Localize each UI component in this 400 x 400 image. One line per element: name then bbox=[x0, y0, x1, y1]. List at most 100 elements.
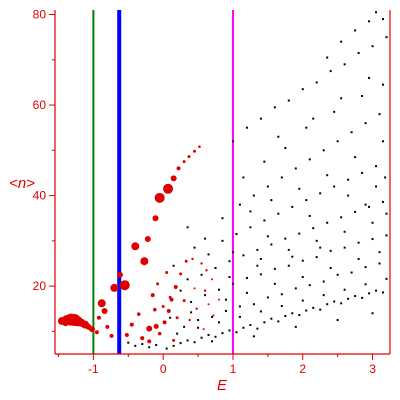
black-point bbox=[336, 273, 339, 276]
black-point bbox=[350, 271, 353, 274]
black-point bbox=[347, 194, 350, 197]
black-point bbox=[263, 321, 266, 324]
black-point bbox=[340, 40, 343, 43]
black-point bbox=[186, 226, 189, 229]
black-point bbox=[228, 260, 231, 263]
black-point bbox=[385, 36, 388, 39]
black-point bbox=[259, 117, 262, 120]
black-point bbox=[155, 343, 158, 346]
black-point bbox=[347, 178, 350, 181]
black-point bbox=[343, 246, 346, 249]
black-point bbox=[319, 246, 322, 249]
black-point bbox=[371, 238, 374, 241]
black-point bbox=[284, 237, 287, 240]
black-point bbox=[259, 310, 262, 313]
black-point bbox=[368, 205, 371, 208]
black-point bbox=[375, 185, 378, 188]
red-point bbox=[157, 331, 162, 336]
black-point bbox=[312, 306, 315, 309]
black-point bbox=[340, 302, 343, 305]
black-point bbox=[231, 282, 234, 285]
series-black-points bbox=[127, 11, 388, 350]
black-point bbox=[333, 185, 336, 188]
black-point bbox=[231, 140, 234, 143]
black-point bbox=[308, 214, 311, 217]
black-point bbox=[322, 149, 325, 152]
black-point bbox=[308, 284, 311, 287]
black-point bbox=[200, 273, 203, 276]
red-point bbox=[218, 298, 221, 301]
black-point bbox=[172, 344, 175, 347]
black-point bbox=[245, 126, 248, 129]
black-point bbox=[347, 297, 350, 300]
black-point bbox=[172, 264, 175, 267]
y-tick-label: 60 bbox=[33, 98, 47, 112]
red-point bbox=[69, 314, 76, 321]
black-point bbox=[312, 227, 315, 230]
x-tick-label: 2 bbox=[299, 362, 306, 376]
black-point bbox=[197, 319, 200, 322]
black-point bbox=[280, 305, 283, 308]
black-point bbox=[193, 341, 196, 344]
black-point bbox=[207, 333, 210, 336]
black-point bbox=[148, 346, 151, 349]
black-point bbox=[218, 321, 221, 324]
red-point bbox=[144, 236, 151, 243]
black-point bbox=[190, 311, 193, 314]
black-point bbox=[214, 267, 217, 269]
black-point bbox=[384, 176, 387, 179]
red-point bbox=[96, 315, 101, 320]
x-tick-label: 0 bbox=[160, 362, 167, 376]
black-point bbox=[186, 278, 189, 281]
black-point bbox=[197, 326, 200, 329]
black-point bbox=[361, 171, 364, 174]
red-point bbox=[88, 326, 95, 333]
black-point bbox=[354, 295, 357, 298]
red-point bbox=[184, 259, 188, 263]
red-point bbox=[166, 309, 171, 313]
red-point bbox=[198, 145, 201, 148]
black-point bbox=[301, 299, 304, 302]
red-point bbox=[182, 299, 186, 303]
y-tick-label: 80 bbox=[33, 8, 47, 22]
black-point bbox=[326, 174, 329, 177]
red-point bbox=[146, 325, 153, 332]
black-point bbox=[340, 97, 343, 100]
red-point bbox=[170, 175, 177, 182]
black-point bbox=[280, 293, 283, 296]
red-point bbox=[94, 330, 99, 335]
red-point bbox=[105, 324, 110, 329]
black-point bbox=[224, 298, 227, 301]
black-point bbox=[249, 226, 252, 229]
black-point bbox=[284, 147, 287, 150]
black-point bbox=[378, 251, 381, 254]
red-point bbox=[162, 320, 167, 325]
black-point bbox=[256, 327, 259, 330]
black-point bbox=[284, 314, 287, 317]
black-point bbox=[375, 165, 378, 168]
black-point bbox=[312, 117, 315, 120]
red-point bbox=[211, 278, 214, 281]
black-point bbox=[200, 336, 203, 339]
black-point bbox=[287, 264, 290, 267]
black-point bbox=[294, 167, 297, 170]
black-point bbox=[207, 253, 210, 256]
red-point bbox=[109, 333, 114, 338]
red-point bbox=[179, 272, 183, 276]
black-point bbox=[354, 29, 357, 32]
red-point bbox=[129, 322, 134, 327]
black-point bbox=[301, 88, 304, 91]
black-point bbox=[245, 276, 248, 279]
black-point bbox=[176, 332, 179, 335]
black-point bbox=[326, 56, 329, 59]
black-point bbox=[336, 319, 339, 322]
black-point bbox=[218, 288, 221, 291]
black-point bbox=[305, 309, 308, 312]
black-point bbox=[259, 257, 262, 260]
red-point bbox=[154, 192, 165, 203]
black-point bbox=[364, 266, 367, 269]
black-point bbox=[228, 276, 231, 279]
black-point bbox=[322, 294, 325, 297]
black-point bbox=[378, 262, 381, 265]
black-point bbox=[368, 20, 371, 23]
